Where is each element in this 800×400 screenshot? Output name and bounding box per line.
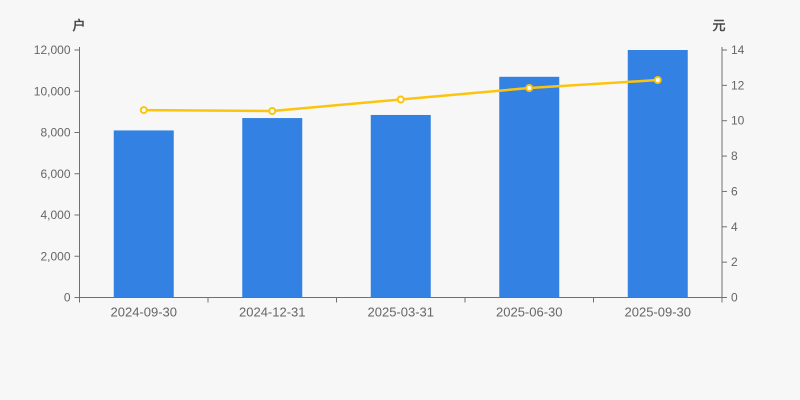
line-point-2025-09-30 [653,76,662,85]
left-tick-label: 8,000 [40,126,70,140]
left-axis-unit-label: 户 [72,18,85,33]
x-tick-label: 2025-09-30 [625,305,692,320]
right-axis-unit-label: 元 [712,18,725,33]
line-point-2025-03-31 [396,95,405,104]
left-tick-label: 12,000 [34,43,71,57]
right-tick-label: 12 [731,78,745,92]
bar-2024-12-31 [242,118,303,298]
right-tick-label: 8 [731,149,738,163]
left-tick-label: 2,000 [40,249,70,263]
x-tick-label: 2024-09-30 [111,305,178,320]
left-tick-label: 0 [64,291,71,305]
right-tick-label: 10 [731,114,745,128]
line-point-2024-09-30 [139,106,148,115]
right-tick-label: 14 [731,43,745,57]
line-series [139,76,662,115]
line-point-2024-12-31 [268,106,277,115]
x-tick-label: 2024-12-31 [239,305,306,320]
axis-labels: 0 2,000 4,000 6,000 8,000 10,000 12,000 0 2 4 6 8 10… [34,43,745,320]
left-tick-label: 4,000 [40,208,70,222]
bar-2025-06-30 [499,76,560,298]
right-tick-label: 2 [731,255,738,269]
axes [74,47,727,303]
right-tick-label: 4 [731,220,738,234]
bar-series [113,50,688,298]
x-tick-label: 2025-06-30 [496,305,563,320]
right-tick-label: 6 [731,184,738,198]
left-tick-label: 6,000 [40,167,70,181]
line-point-2025-06-30 [525,84,534,93]
bar-2025-03-31 [370,114,431,298]
left-tick-label: 10,000 [34,84,71,98]
bar-2024-09-30 [113,130,174,298]
right-tick-label: 0 [731,291,738,305]
bar-2025-09-30 [627,50,688,298]
x-tick-label: 2025-03-31 [368,305,435,320]
